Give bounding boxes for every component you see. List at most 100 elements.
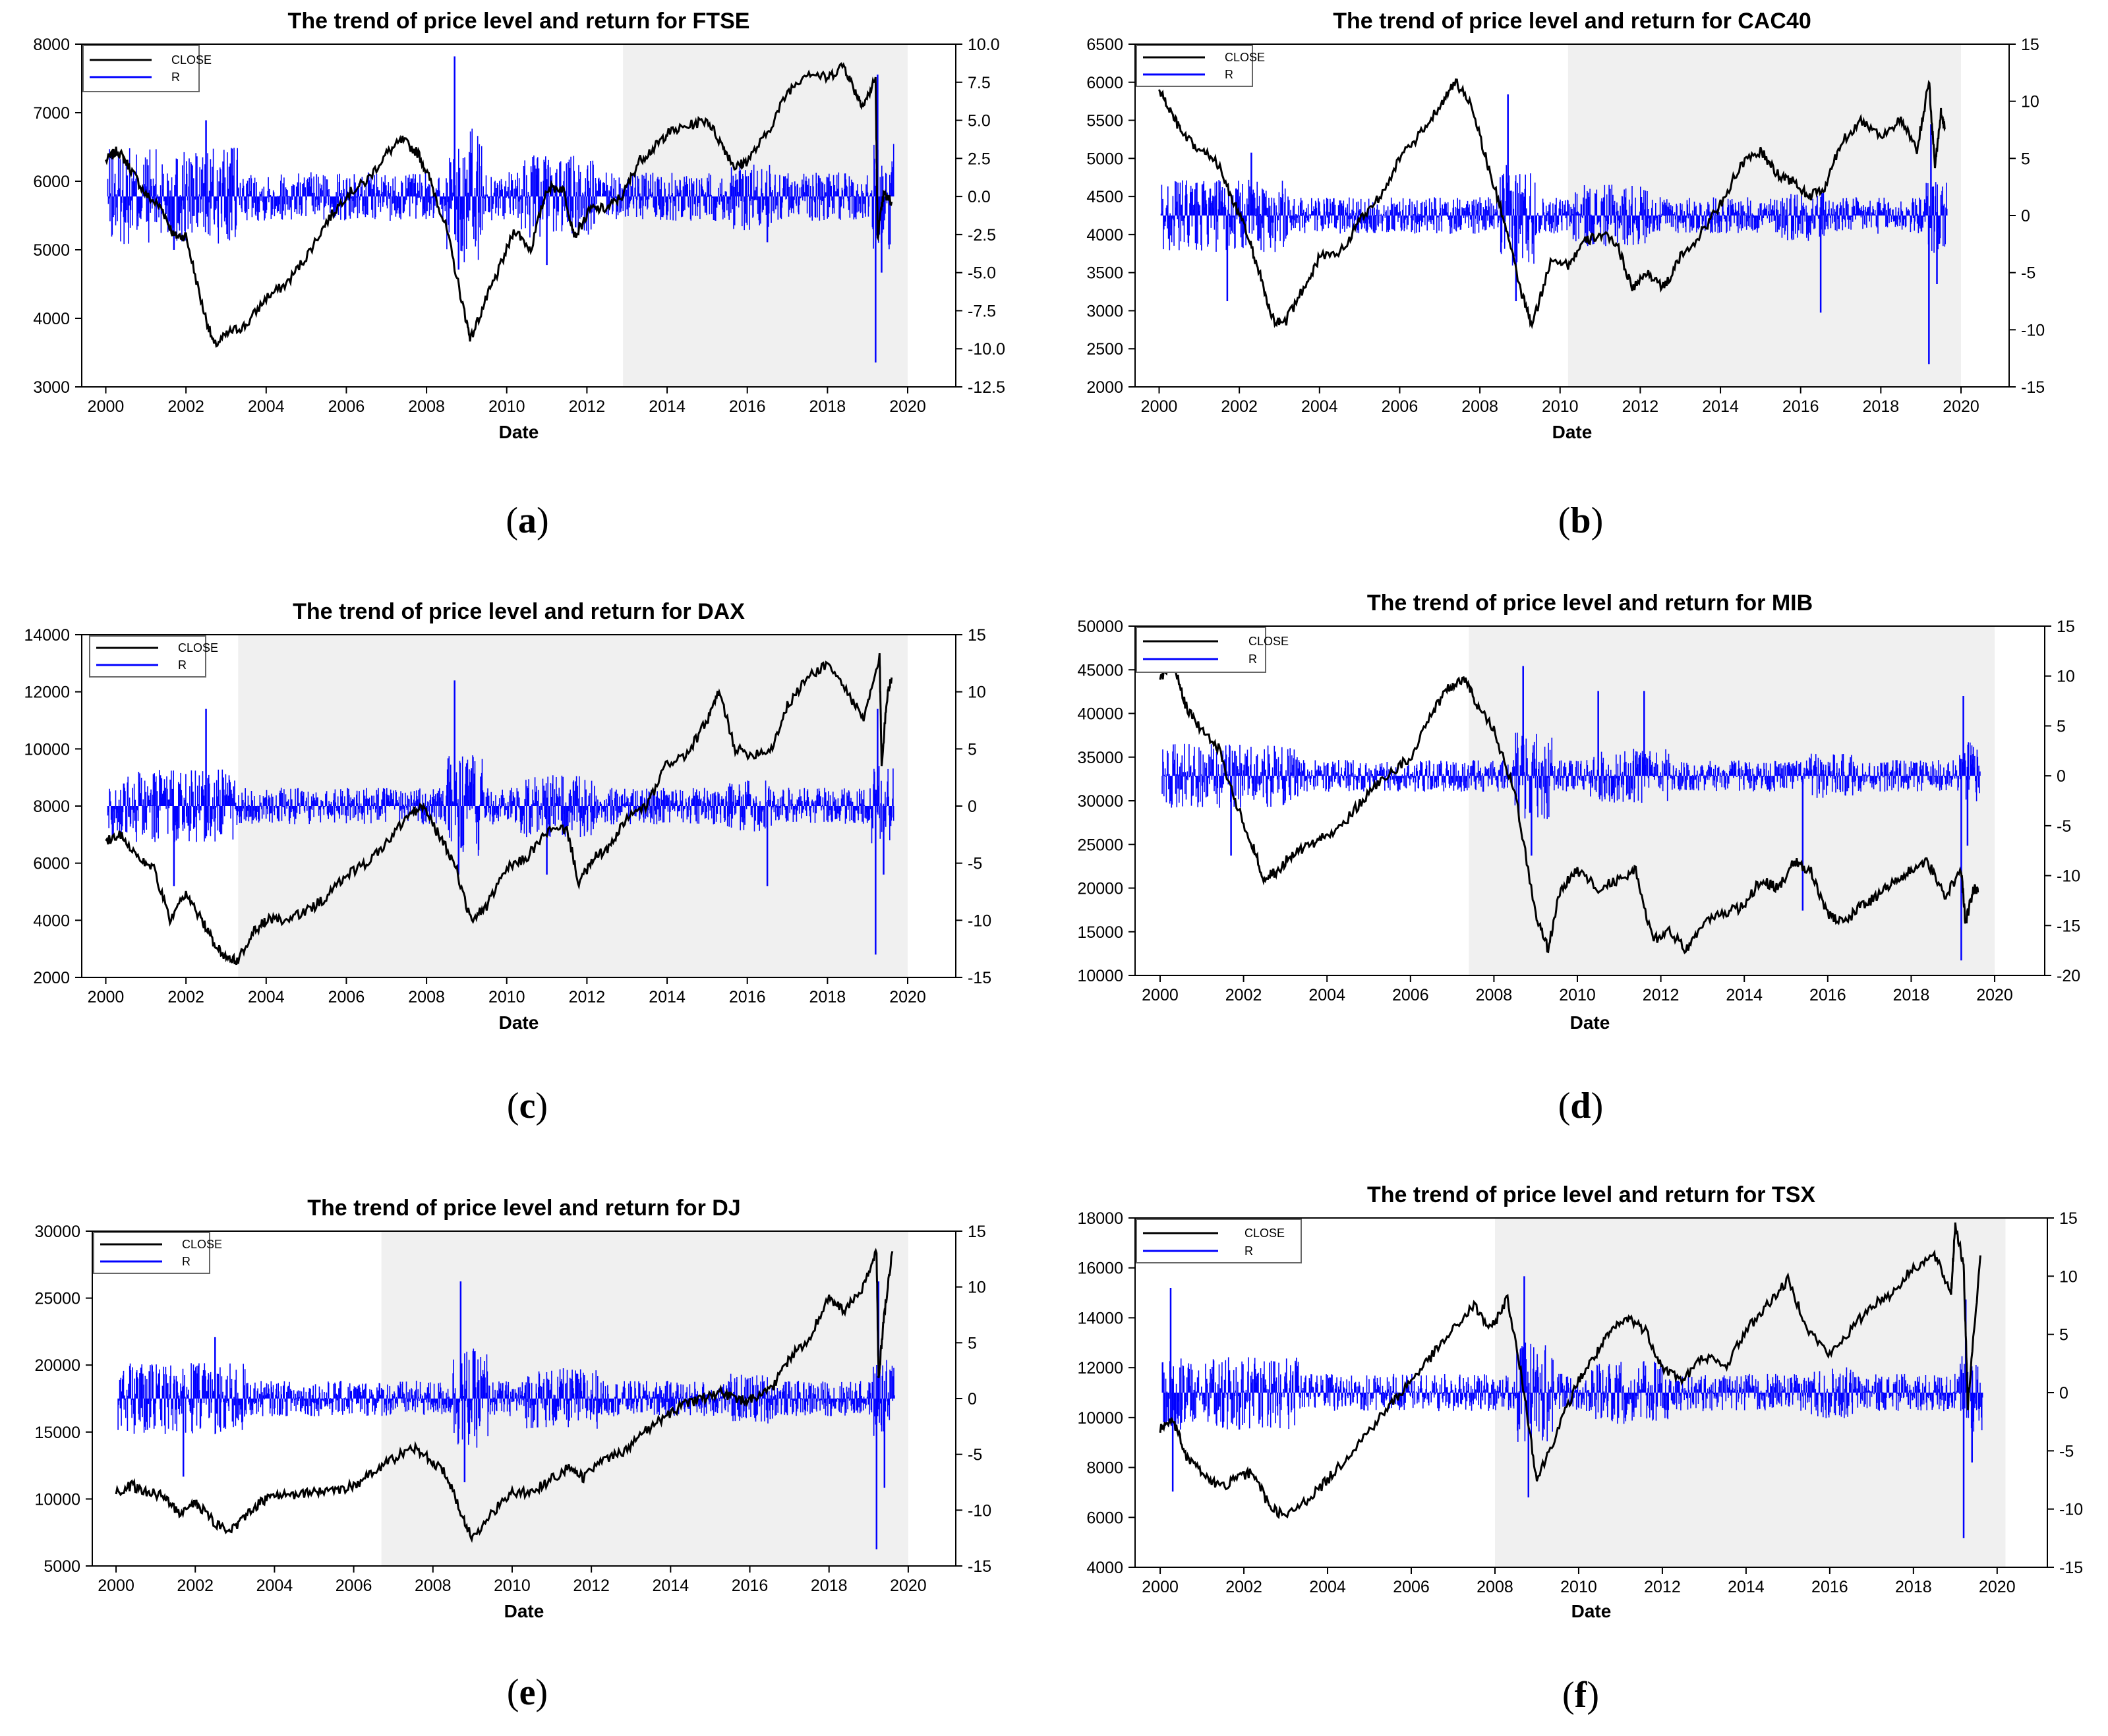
left-tick-label: 10000 xyxy=(34,1490,80,1509)
left-tick-label: 14000 xyxy=(24,626,70,645)
left-tick-label: 4000 xyxy=(33,911,70,930)
x-tick-label: 2006 xyxy=(1392,986,1429,1004)
x-tick-label: 2010 xyxy=(488,397,525,416)
x-tick-label: 2014 xyxy=(1726,986,1763,1004)
x-tick-label: 2016 xyxy=(729,397,766,416)
legend-r-label: R xyxy=(1244,1244,1253,1258)
plot-frame xyxy=(81,43,956,388)
legend: CLOSE R xyxy=(1136,627,1289,673)
left-tick-label: 20000 xyxy=(1077,880,1123,898)
right-tick-label: 15 xyxy=(2021,36,2039,54)
x-axis: 2000 2002 2004 2006 2008 2010 2012 2014 2016 2018… xyxy=(88,387,926,416)
left-tick-label: 8000 xyxy=(1086,1459,1123,1478)
return-bars xyxy=(1161,732,1981,819)
left-tick-label: 10000 xyxy=(1077,1409,1123,1428)
x-tick-label: 2008 xyxy=(408,988,445,1006)
panel-label: e xyxy=(519,1672,536,1713)
left-tick-label: 25000 xyxy=(1077,836,1123,854)
x-tick-label: 2010 xyxy=(494,1577,531,1595)
right-tick-label: 5 xyxy=(2059,1326,2068,1345)
legend-box xyxy=(93,1232,210,1274)
x-tick-label: 2006 xyxy=(328,397,365,416)
right-tick-label: 0.0 xyxy=(968,188,991,206)
left-tick-label: 3000 xyxy=(33,378,70,397)
chart-title: The trend of price level and return for … xyxy=(1367,1182,1815,1207)
right-tick-label: -10 xyxy=(2021,321,2045,339)
x-tick-label: 2010 xyxy=(1542,397,1579,416)
right-tick-label: 10 xyxy=(968,1279,986,1297)
x-tick-label: 2008 xyxy=(408,397,445,416)
left-tick-label: 3500 xyxy=(1086,264,1123,283)
right-tick-label: -10 xyxy=(968,1501,991,1520)
right-tick-label: 5 xyxy=(2021,150,2030,168)
legend-box xyxy=(1136,627,1266,673)
legend-close-label: CLOSE xyxy=(1248,635,1289,648)
left-tick-label: 45000 xyxy=(1077,661,1123,680)
x-tick-label: 2010 xyxy=(1560,1578,1597,1596)
left-tick-label: 4000 xyxy=(1086,226,1123,245)
return-bars xyxy=(117,1348,895,1448)
left-y-axis: 5000 10000 15000 20000 25000 30000 xyxy=(34,1223,92,1576)
x-tick-label: 2004 xyxy=(256,1577,293,1595)
legend-box xyxy=(1136,45,1253,87)
chart-title: The trend of price level and return for … xyxy=(288,9,750,34)
x-tick-label: 2018 xyxy=(1893,986,1930,1004)
x-tick-label: 2020 xyxy=(1976,986,2013,1004)
left-tick-label: 35000 xyxy=(1077,749,1123,767)
left-tick-label: 5000 xyxy=(1086,150,1123,168)
return-bars xyxy=(1160,165,1948,266)
x-tick-label: 2000 xyxy=(88,988,125,1006)
x-tick-label: 2008 xyxy=(415,1577,452,1595)
legend: CLOSE R xyxy=(82,45,212,92)
legend-r-label: R xyxy=(1248,652,1257,666)
chart-d: The trend of price level and return for … xyxy=(1077,591,2080,1033)
right-y-axis: -15 -10 -5 0 5 10 15 xyxy=(956,1223,991,1576)
x-axis-label: Date xyxy=(504,1601,544,1621)
chart-b: The trend of price level and return for … xyxy=(1086,9,2045,442)
x-axis: 2000 2002 2004 2006 2008 2010 2012 2014 2016 2018… xyxy=(1142,1567,2016,1596)
x-tick-label: 2018 xyxy=(1895,1578,1932,1596)
x-tick-label: 2000 xyxy=(1142,1578,1179,1596)
x-tick-label: 2006 xyxy=(1382,397,1419,416)
left-tick-label: 5000 xyxy=(44,1557,80,1576)
x-tick-label: 2012 xyxy=(569,397,606,416)
right-tick-label: -15 xyxy=(2057,917,2080,935)
right-tick-label: -7.5 xyxy=(968,302,996,320)
x-tick-label: 2006 xyxy=(336,1577,372,1595)
right-tick-label: -20 xyxy=(2057,967,2080,985)
panel-caption: (c) xyxy=(506,1085,548,1126)
panel-caption: (e) xyxy=(506,1672,548,1713)
left-y-axis: 10000 15000 20000 25000 30000 35000 40000 45000… xyxy=(1077,618,1135,985)
x-tick-label: 2008 xyxy=(1477,1578,1513,1596)
left-tick-label: 10000 xyxy=(1077,967,1123,985)
panel-label: d xyxy=(1570,1085,1591,1126)
left-tick-label: 15000 xyxy=(1077,923,1123,942)
x-tick-label: 2000 xyxy=(1142,986,1179,1004)
x-tick-label: 2000 xyxy=(98,1577,134,1595)
left-tick-label: 4000 xyxy=(1086,1559,1123,1577)
legend-close-label: CLOSE xyxy=(1244,1227,1285,1240)
x-tick-label: 2002 xyxy=(167,397,204,416)
right-tick-label: 0 xyxy=(2057,767,2066,786)
shaded-region xyxy=(623,44,908,387)
return-bars xyxy=(107,755,894,856)
chart-panel-f: The trend of price level and return for … xyxy=(1053,1157,2108,1736)
right-y-axis: -20 -15 -10 -5 0 5 10 15 xyxy=(2045,618,2080,985)
chart-panel-d: The trend of price level and return for … xyxy=(1053,579,2108,1157)
left-tick-label: 30000 xyxy=(1077,792,1123,811)
left-tick-label: 6000 xyxy=(1086,74,1123,92)
legend-box xyxy=(89,635,206,678)
left-y-axis: 3000 4000 5000 6000 7000 8000 xyxy=(33,36,82,397)
x-tick-label: 2018 xyxy=(809,988,846,1006)
return-series xyxy=(1160,94,1948,364)
x-tick-label: 2014 xyxy=(649,397,686,416)
left-tick-label: 12000 xyxy=(1077,1359,1123,1377)
left-tick-label: 16000 xyxy=(1077,1259,1123,1278)
right-tick-label: -10 xyxy=(2057,867,2080,886)
right-tick-label: -5 xyxy=(2059,1442,2074,1461)
chart-e: The trend of price level and return for … xyxy=(34,1196,991,1621)
legend-close-label: CLOSE xyxy=(1225,51,1265,64)
chart-title: The trend of price level and return for … xyxy=(1367,591,1813,616)
x-axis: 2000 2002 2004 2006 2008 2010 2012 2014 2016 2018… xyxy=(88,977,926,1006)
x-axis-label: Date xyxy=(1552,422,1593,442)
